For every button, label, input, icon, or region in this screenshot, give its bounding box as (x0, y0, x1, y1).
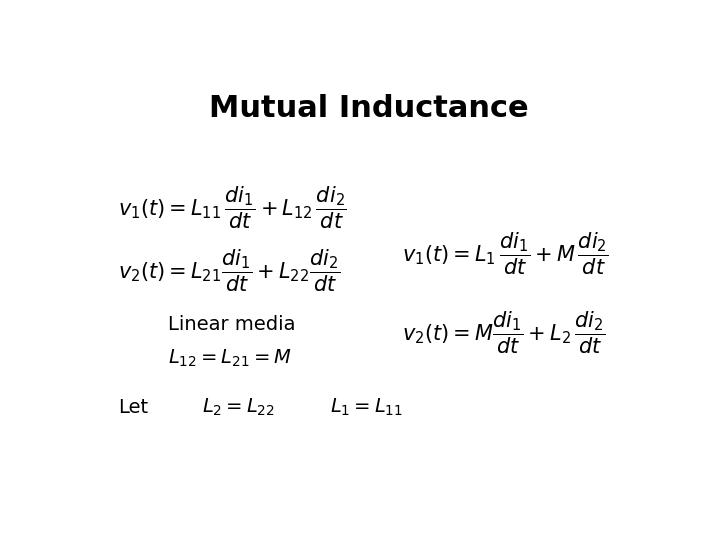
Text: Let: Let (118, 399, 148, 417)
Text: Linear media: Linear media (168, 315, 296, 334)
Text: $L_{12}= L_{21}= M$: $L_{12}= L_{21}= M$ (168, 347, 292, 369)
Text: $v_2(t) = M\dfrac{di_1}{dt} + L_2\,\dfrac{di_2}{dt}$: $v_2(t) = M\dfrac{di_1}{dt} + L_2\,\dfra… (402, 310, 606, 356)
Text: $v_1(t) = L_{11}\,\dfrac{di_1}{dt} + L_{12}\,\dfrac{di_2}{dt}$: $v_1(t) = L_{11}\,\dfrac{di_1}{dt} + L_{… (118, 185, 347, 231)
Text: $L_1= L_{11}$: $L_1= L_{11}$ (330, 397, 403, 418)
Text: $v_2(t) = L_{21}\dfrac{di_1}{dt} + L_{22}\dfrac{di_2}{dt}$: $v_2(t) = L_{21}\dfrac{di_1}{dt} + L_{22… (118, 247, 340, 294)
Text: Mutual Inductance: Mutual Inductance (210, 94, 528, 123)
Text: $v_1(t) = L_1\,\dfrac{di_1}{dt} + M\,\dfrac{di_2}{dt}$: $v_1(t) = L_1\,\dfrac{di_1}{dt} + M\,\df… (402, 231, 609, 277)
Text: $L_2= L_{22}$: $L_2= L_{22}$ (202, 397, 274, 418)
